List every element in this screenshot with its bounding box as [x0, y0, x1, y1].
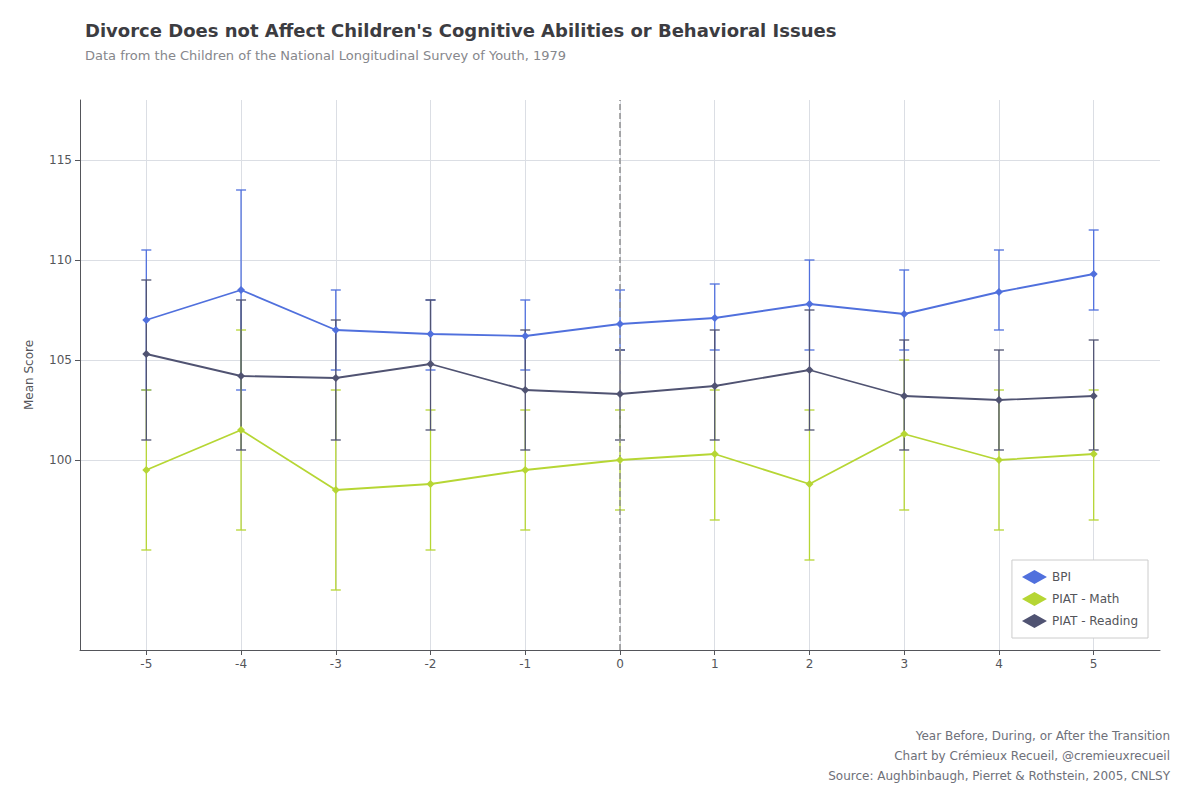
svg-text:1: 1 [711, 657, 719, 671]
svg-text:5: 5 [1090, 657, 1098, 671]
svg-text:105: 105 [49, 353, 72, 367]
svg-text:0: 0 [616, 657, 624, 671]
svg-text:Data from the Children of the: Data from the Children of the National L… [85, 48, 566, 63]
svg-text:-2: -2 [425, 657, 437, 671]
svg-text:BPI: BPI [1052, 570, 1071, 584]
svg-text:3: 3 [900, 657, 908, 671]
svg-text:Divorce Does not Affect Childr: Divorce Does not Affect Children's Cogni… [85, 20, 836, 41]
svg-text:Year Before, During, or After: Year Before, During, or After the Transi… [915, 729, 1170, 743]
svg-text:-5: -5 [140, 657, 152, 671]
svg-text:-1: -1 [519, 657, 531, 671]
svg-text:Mean Score: Mean Score [22, 340, 36, 410]
svg-text:110: 110 [49, 253, 72, 267]
svg-text:Source: Aughbinbaugh, Pierret: Source: Aughbinbaugh, Pierret & Rothstei… [828, 769, 1170, 783]
svg-text:Chart by Crémieux Recueil, @cr: Chart by Crémieux Recueil, @cremieuxrecu… [894, 749, 1170, 763]
svg-text:-4: -4 [235, 657, 247, 671]
svg-text:2: 2 [806, 657, 814, 671]
svg-text:PIAT - Reading: PIAT - Reading [1052, 614, 1138, 628]
svg-text:4: 4 [995, 657, 1003, 671]
svg-text:PIAT - Math: PIAT - Math [1052, 592, 1119, 606]
svg-text:100: 100 [49, 453, 72, 467]
svg-text:-3: -3 [330, 657, 342, 671]
svg-text:115: 115 [49, 153, 72, 167]
